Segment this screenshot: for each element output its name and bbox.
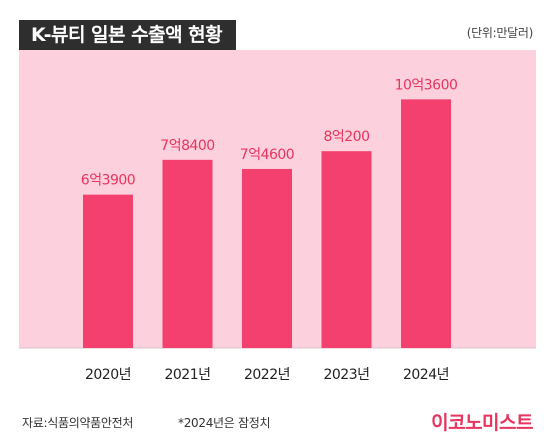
chart-header: K-뷰티 일본 수출액 현황 (단위:만달러) xyxy=(0,0,555,50)
bar-chart: 6억3900 2020년 7억8400 2021년 7억4600 2022년 8억200 20… xyxy=(19,50,536,383)
data-label: 6억3900 xyxy=(81,173,135,189)
bar-2021년 xyxy=(162,159,213,348)
x-tick-label: 2023년 xyxy=(323,367,369,383)
chart-area: 6억3900 2020년 7억8400 2021년 7억4600 2022년 8억200 20… xyxy=(19,50,536,390)
chart-footer: 자료:식품의약품안전처 *2024년은 잠정치 이코노미스트 xyxy=(0,404,555,444)
unit-label: (단위:만달러) xyxy=(466,26,534,40)
data-label: 8억200 xyxy=(323,129,369,145)
bar-2023년 xyxy=(321,151,372,348)
source-label: 자료:식품의약품안전처 xyxy=(22,416,134,430)
bar-2024년 xyxy=(401,99,451,348)
x-tick-label: 2024년 xyxy=(403,367,449,383)
bar-2020년 xyxy=(83,194,133,348)
data-label: 7억8400 xyxy=(160,138,214,154)
note-label: *2024년은 잠정치 xyxy=(178,416,271,430)
x-tick-label: 2021년 xyxy=(164,367,210,383)
data-label: 7억4600 xyxy=(240,147,294,163)
bar-2022년 xyxy=(242,168,292,348)
data-label: 10억3600 xyxy=(395,77,458,93)
x-tick-label: 2020년 xyxy=(85,367,131,383)
brand-logo: 이코노미스트 xyxy=(431,412,533,434)
chart-title: K-뷰티 일본 수출액 현황 xyxy=(19,20,237,50)
x-tick-label: 2022년 xyxy=(244,367,290,383)
